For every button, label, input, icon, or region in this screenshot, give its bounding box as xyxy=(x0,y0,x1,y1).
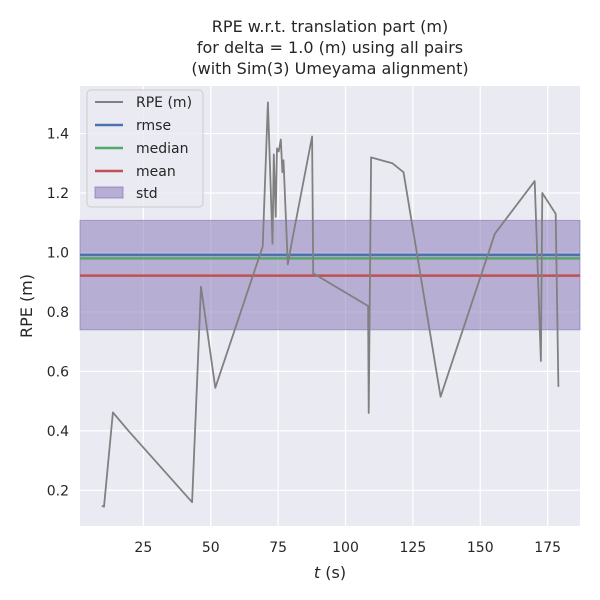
y-tick-label: 1.0 xyxy=(47,245,69,261)
x-tick-label: 100 xyxy=(332,540,359,556)
x-axis-label-var: t xyxy=(314,563,321,582)
x-tick-label: 50 xyxy=(202,540,220,556)
chart-title: RPE w.r.t. translation part (m) for delt… xyxy=(191,17,468,78)
x-tick-label: 25 xyxy=(134,540,152,556)
y-tick-label: 0.4 xyxy=(47,424,69,440)
y-tick-label: 0.8 xyxy=(47,305,69,321)
y-tick-labels: 0.2 0.4 0.6 0.8 1.0 1.2 1.4 xyxy=(47,127,69,500)
legend-label-std: std xyxy=(136,186,158,202)
y-tick-label: 0.2 xyxy=(47,483,69,499)
legend: RPE (m) rmse median mean std xyxy=(86,89,204,208)
legend-label-mean: mean xyxy=(136,164,176,180)
x-tick-label: 175 xyxy=(534,540,561,556)
legend-box xyxy=(86,89,204,208)
x-tick-label: 150 xyxy=(467,540,494,556)
y-tick-label: 0.6 xyxy=(47,364,69,380)
rpe-series-layer xyxy=(101,101,560,508)
title-line-3: (with Sim(3) Umeyama alignment) xyxy=(191,59,468,78)
y-tick-label: 1.4 xyxy=(47,127,69,143)
y-tick-label: 1.2 xyxy=(47,186,69,202)
x-axis-label: t (s) xyxy=(314,563,346,582)
x-tick-label: 75 xyxy=(269,540,287,556)
x-tick-label: 125 xyxy=(400,540,427,556)
legend-label-median: median xyxy=(136,141,188,157)
rpe-line xyxy=(101,101,560,508)
legend-label-rpe: RPE (m) xyxy=(136,95,192,111)
legend-label-rmse: rmse xyxy=(136,118,171,134)
legend-swatch-std xyxy=(94,186,124,199)
title-line-1: RPE w.r.t. translation part (m) xyxy=(212,17,448,36)
x-tick-labels: 25 50 75 100 125 150 175 xyxy=(134,540,561,556)
y-axis-label: RPE (m) xyxy=(17,274,36,338)
x-axis-label-unit: (s) xyxy=(320,563,346,582)
stat-lines xyxy=(80,253,580,277)
title-line-2: for delta = 1.0 (m) using all pairs xyxy=(197,38,463,57)
